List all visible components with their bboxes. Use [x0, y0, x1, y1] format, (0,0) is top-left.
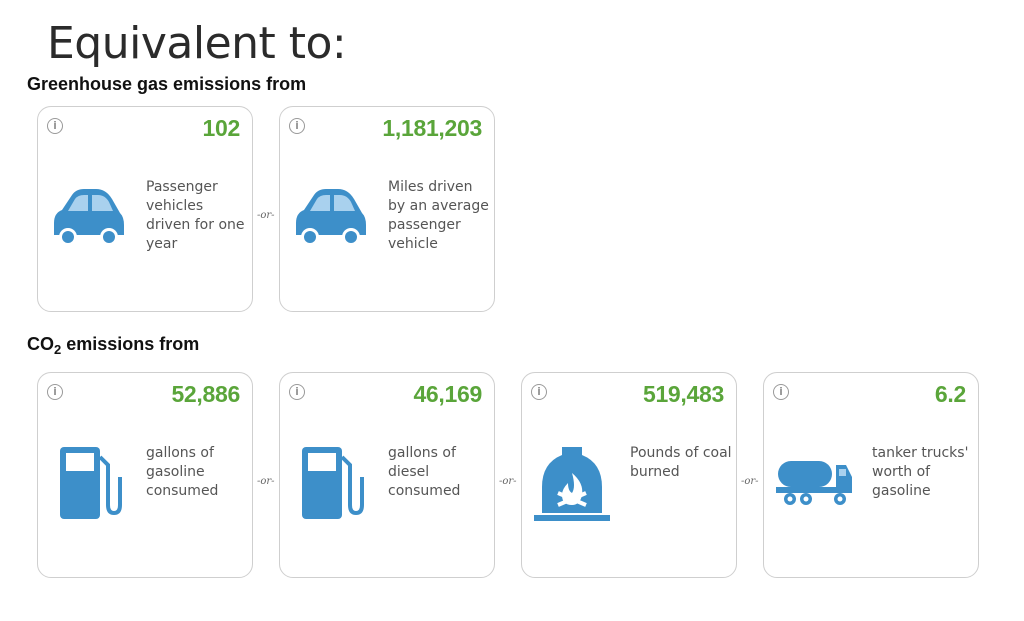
card-description: gallons of diesel consumed — [388, 445, 461, 499]
info-icon[interactable]: i — [47, 384, 63, 400]
card-description: Pounds of coal burned — [630, 445, 732, 480]
card-description: tanker trucks' worth of gasoline — [872, 445, 969, 499]
or-separator: -or- — [257, 210, 275, 221]
card-description: gallons of gasoline consumed — [146, 445, 219, 499]
fuel-pump-icon — [60, 447, 122, 519]
info-icon[interactable]: i — [289, 384, 305, 400]
card-value: 52,886 — [171, 381, 240, 407]
card-value: 1,181,203 — [382, 115, 482, 141]
car-icon — [296, 189, 366, 246]
or-separator: -or- — [257, 476, 275, 487]
heading-suffix: emissions from — [61, 334, 200, 354]
section-heading-co2: CO2 emissions from — [27, 333, 199, 361]
section-heading-greenhouse: Greenhouse gas emissions from — [27, 74, 307, 94]
card-value: 519,483 — [642, 381, 724, 407]
card-value: 102 — [202, 115, 241, 141]
info-icon[interactable]: i — [47, 118, 63, 134]
or-separator: -or- — [499, 476, 517, 487]
info-icon[interactable]: i — [531, 384, 547, 400]
tanker-truck-icon — [776, 461, 852, 505]
card-value: 46,169 — [413, 381, 482, 407]
info-icon[interactable]: i — [773, 384, 789, 400]
card-description: Miles driven by an average passenger veh… — [388, 179, 489, 252]
fuel-pump-icon — [302, 447, 364, 519]
heading-prefix: CO — [27, 334, 54, 354]
heading-subscript: 2 — [54, 342, 62, 357]
card-miles-driven: i 1,181,203 Miles driven by an average p… — [279, 106, 495, 312]
card-tanker-trucks: i 6.2 tanker trucks' worth of gasoline — [763, 372, 979, 578]
coal-furnace-icon — [534, 447, 610, 521]
card-diesel: i 46,169 gallons of diesel consumed — [279, 372, 495, 578]
card-value: 6.2 — [934, 381, 966, 407]
card-passenger-vehicles: i 102 Passenger vehicles driven for one … — [37, 106, 253, 312]
car-icon — [54, 189, 124, 246]
card-description: Passenger vehicles driven for one year — [146, 179, 245, 252]
card-coal: i 519,483 Pounds of coal burned — [521, 372, 737, 578]
or-separator: -or- — [741, 476, 759, 487]
info-icon[interactable]: i — [289, 118, 305, 134]
page-title: Equivalent to: — [47, 18, 347, 69]
card-gasoline: i 52,886 gallons of gasoline consumed — [37, 372, 253, 578]
